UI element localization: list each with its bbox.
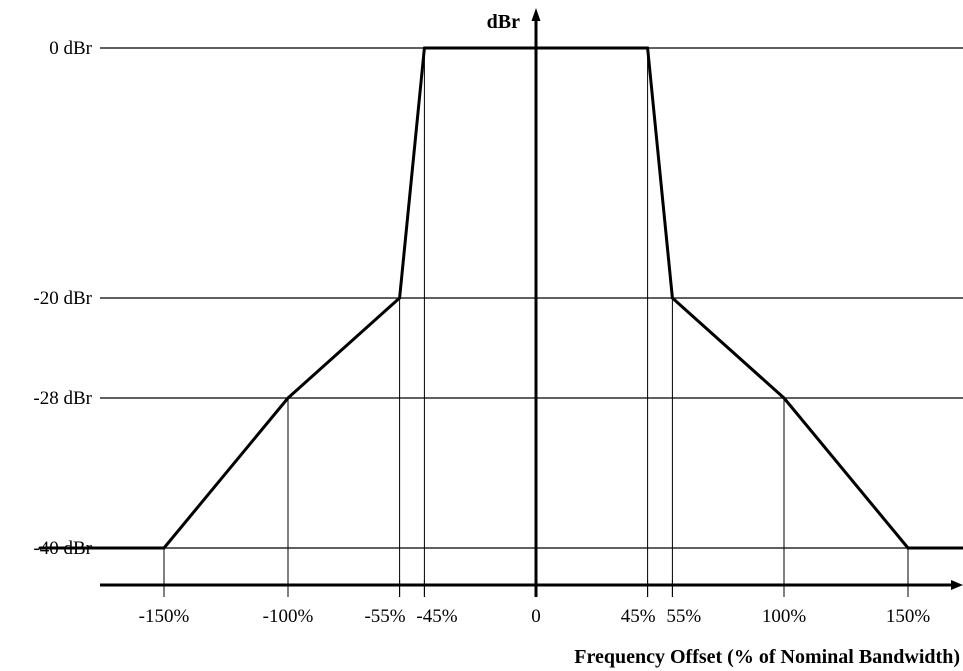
x-axis-arrowhead	[951, 580, 963, 590]
mask-breakpoint	[286, 396, 290, 400]
y-tick-label: 0 dBr	[49, 38, 92, 59]
x-tick-label: 100%	[762, 606, 807, 627]
axes-layer	[100, 8, 963, 597]
grid-layer	[100, 47, 963, 549]
x-tick-label: 55%	[666, 606, 701, 627]
mask-breakpoint	[782, 396, 786, 400]
mask-breakpoint	[646, 46, 650, 50]
mask-breakpoint	[398, 296, 402, 300]
x-tick-label: -55%	[364, 606, 405, 627]
y-tick-label: -40 dBr	[33, 538, 92, 559]
drop-lines-layer	[163, 48, 909, 597]
mask-breakpoint	[670, 296, 674, 300]
x-tick-label: 150%	[886, 606, 931, 627]
y-tick-label: -28 dBr	[33, 388, 92, 409]
series-layer	[38, 46, 963, 550]
mask-breakpoint	[906, 546, 910, 550]
y-tick-label: -20 dBr	[33, 288, 92, 309]
y-axis-arrowhead	[531, 8, 541, 21]
mask-breakpoint	[38, 546, 42, 550]
spectral-mask-line	[40, 46, 963, 550]
mask-breakpoint	[162, 546, 166, 550]
x-tick-label: -100%	[263, 606, 314, 627]
mask-breakpoint	[422, 46, 426, 50]
x-tick-label: 0	[531, 606, 541, 627]
x-tick-label: -45%	[416, 606, 457, 627]
x-tick-label: -150%	[139, 606, 190, 627]
y-axis-title: dBr	[487, 11, 520, 33]
x-axis-title: Frequency Offset (% of Nominal Bandwidth…	[574, 646, 960, 668]
labels-layer: 0 dBr -20 dBr -28 dBr -40 dBr -150% -100% -55%…	[33, 38, 930, 627]
x-tick-label: 45%	[621, 606, 656, 627]
